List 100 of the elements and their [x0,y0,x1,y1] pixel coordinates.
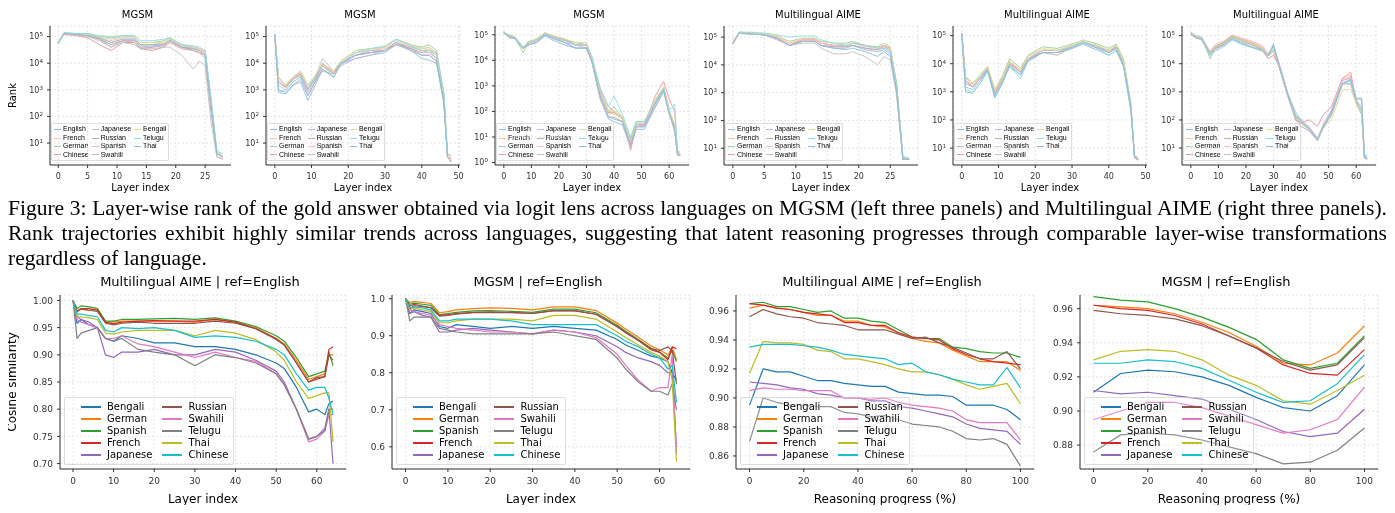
x-tick-label: 40 [1103,172,1114,181]
legend-label: Russian [864,401,903,413]
y-axis-title: Rank [6,82,18,108]
y-tick-label: 10$^{4}$ [245,58,260,69]
x-tick-label: 50 [611,476,624,486]
y-tick-label: 10$^{5}$ [474,29,489,40]
chart-title: MGSM [343,8,377,22]
x-tick-label: 40 [1295,172,1307,181]
y-tick-label: 10$^{3}$ [1161,86,1176,97]
x-tick-label: 100 [1011,476,1030,486]
y-tick-label: 0.88 [1052,440,1074,451]
y-tick-label: 10$^{5}$ [1161,30,1176,41]
y-tick-label: 0.90 [32,349,54,360]
x-tick-label: 5 [761,172,767,181]
y-tick-label: 0.90 [708,393,730,404]
legend-label: Swahili [1208,413,1244,425]
x-tick-label: 50 [1140,172,1151,181]
y-tick-label: 10$^{4}$ [932,58,947,69]
legend-label: French [1127,437,1161,449]
y-tick-label: 10$^{1}$ [29,137,44,148]
x-axis-title: Layer index [1020,182,1080,193]
x-tick-label: 10 [1213,172,1224,181]
x-tick-label: 60 [664,172,675,181]
legend-label: French [783,437,817,449]
y-tick-label: 0.7 [370,404,385,415]
legend-label: Chinese [520,449,561,461]
x-tick-label: 30 [581,172,592,181]
legend-label: Japanese [439,449,485,461]
x-tick-label: 40 [1196,476,1208,486]
y-tick-label: 10$^{1}$ [932,142,947,153]
x-tick-label: 20 [148,476,161,486]
x-tick-label: 20 [853,172,864,181]
x-tick-label: 40 [569,476,581,486]
legend-label: Spanish [1127,425,1167,437]
legend-label: Telugu [520,425,553,437]
legend-label: Chinese [1208,449,1249,461]
y-tick-label: 10$^{3}$ [703,87,718,98]
x-axis-title: Layer index [333,182,393,193]
legend-label: French [107,437,141,449]
x-axis-title: Layer index [1249,182,1309,193]
y-tick-label: 10$^{2}$ [1161,114,1175,125]
y-tick-label: 10$^{3}$ [245,84,260,95]
y-tick-label: 10$^{2}$ [932,114,946,125]
y-tick-label: 0.96 [708,306,730,317]
legend-label: Bengali [439,401,477,413]
x-tick-label: 40 [608,172,620,181]
y-tick-label: 10$^{1}$ [1161,142,1176,153]
x-tick-label: 0 [730,172,736,181]
y-tick-label: 0.95 [32,322,53,333]
x-tick-label: 20 [484,476,497,486]
y-tick-label: 10$^{1}$ [474,131,489,142]
y-tick-label: 0.92 [708,364,729,375]
y-tick-label: 10$^{2}$ [474,106,488,117]
x-tick-label: 30 [189,476,201,486]
x-tick-label: 0 [55,172,61,181]
legend-label: Chinese [188,449,229,461]
legend-label: German [107,413,148,425]
y-tick-label: 10$^{5}$ [245,31,260,42]
x-tick-label: 0 [402,476,409,486]
x-tick-label: 80 [960,476,973,486]
x-axis-title: Reasoning progress (%) [813,492,957,506]
y-tick-label: 10$^{4}$ [1161,58,1176,69]
y-tick-label: 0.88 [708,422,730,433]
legend-label: Thai [520,437,542,449]
x-tick-label: 5 [85,172,91,181]
x-tick-label: 0 [959,172,965,181]
x-tick-label: 40 [416,172,427,181]
x-tick-label: 20 [798,476,810,486]
legend-label: Thai [188,437,210,449]
x-tick-label: 50 [636,172,647,181]
legend-label: French [439,437,473,449]
x-tick-label: 50 [270,476,283,486]
legend-label: Russian [1208,401,1247,413]
y-tick-label: 10$^{2}$ [29,111,43,122]
x-tick-label: 100 [1355,476,1374,486]
y-tick-label: 10$^{3}$ [29,84,44,95]
x-tick-label: 10 [107,476,120,486]
x-tick-label: 15 [822,172,833,181]
legend-label: Telugu [864,425,897,437]
y-tick-label: 0.94 [1052,337,1074,348]
y-tick-label: 0.86 [708,451,730,462]
legend-label: Bengali [1127,401,1165,413]
y-tick-label: 10$^{4}$ [474,55,489,66]
legend-label: Spanish [439,425,479,437]
x-tick-label: 20 [553,172,565,181]
legend-label: Bengali [783,401,821,413]
y-tick-label: 1.0 [370,293,386,304]
x-tick-label: 0 [501,172,507,181]
legend-label: Russian [520,401,559,413]
y-tick-label: 0.6 [370,441,386,452]
x-axis-title: Reasoning progress (%) [1157,492,1301,506]
x-tick-label: 20 [1142,476,1154,486]
x-tick-label: 10 [306,172,317,181]
x-tick-label: 80 [1304,476,1317,486]
y-tick-label: 10$^{4}$ [703,59,718,70]
y-tick-label: 10$^{0}$ [474,157,489,168]
x-tick-label: 40 [229,476,242,486]
x-axis-title: Layer index [505,492,577,506]
x-tick-label: 50 [453,172,464,181]
x-tick-label: 25 [885,172,896,181]
